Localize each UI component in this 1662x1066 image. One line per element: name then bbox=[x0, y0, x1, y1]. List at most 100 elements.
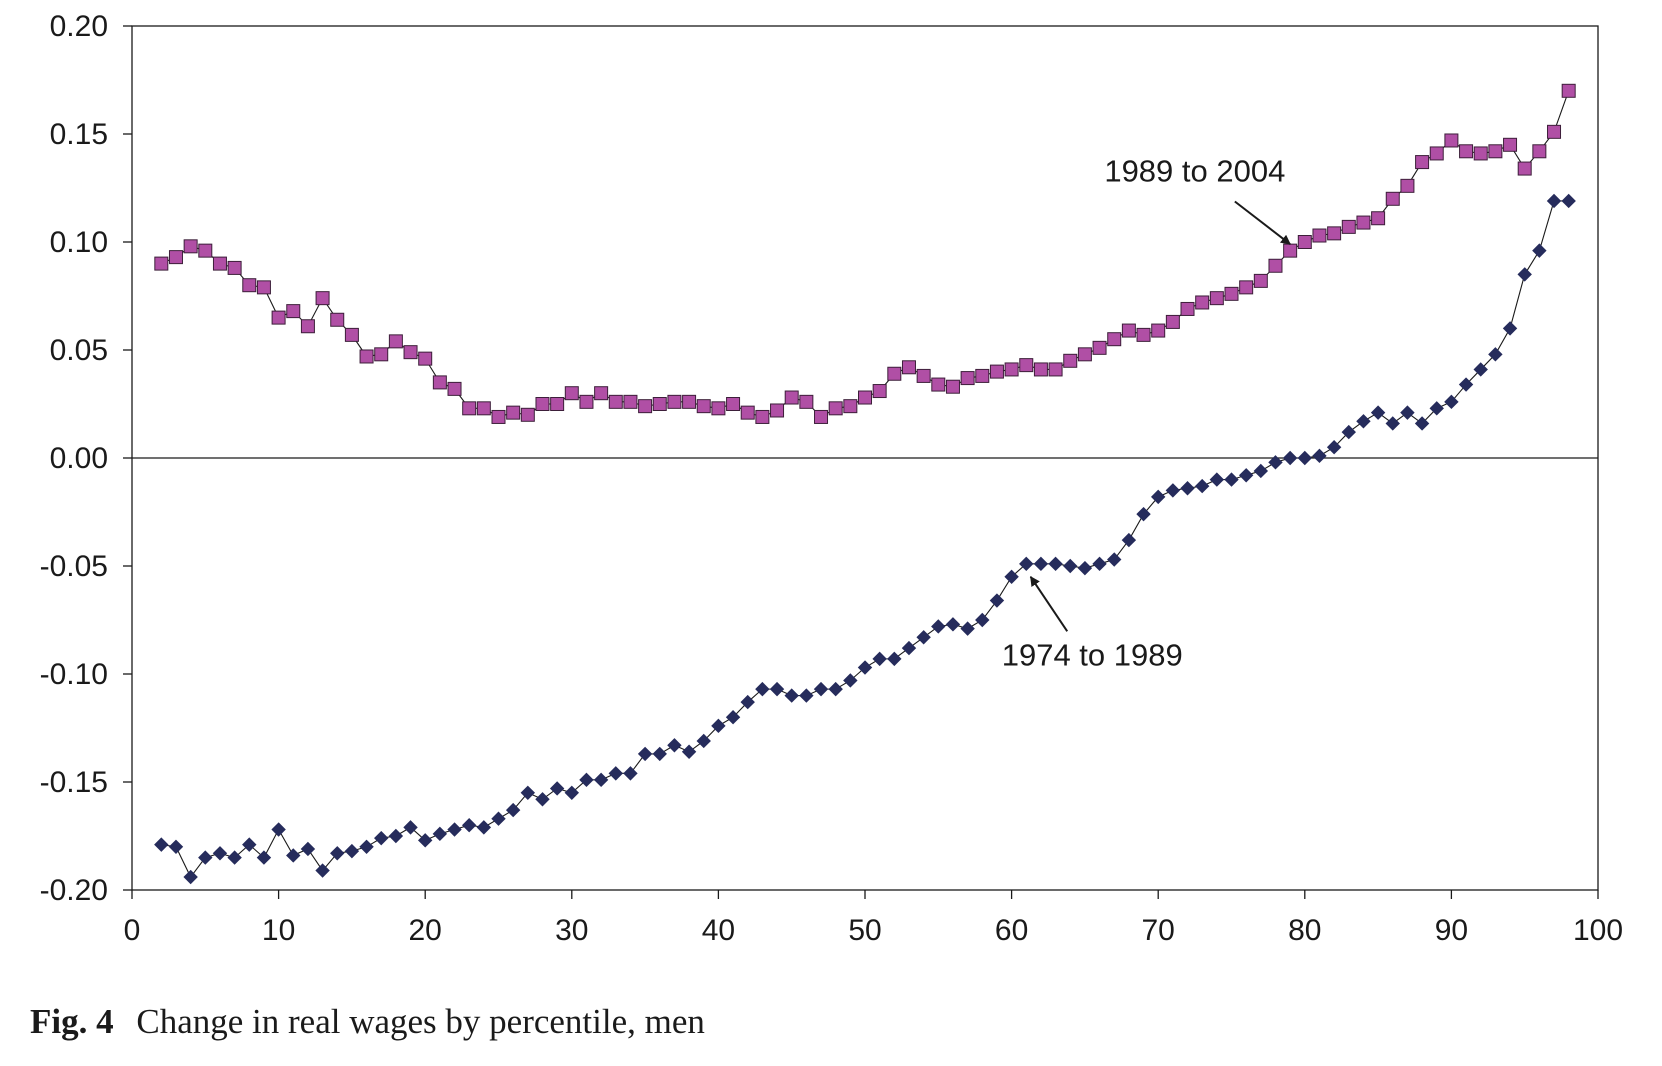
data-point-square bbox=[652, 397, 667, 411]
data-point-square bbox=[1356, 215, 1371, 230]
data-point-diamond bbox=[1429, 401, 1444, 416]
data-point-square bbox=[1033, 362, 1048, 377]
data-point-square bbox=[1224, 286, 1239, 301]
series-layer bbox=[154, 83, 1576, 885]
data-point-square bbox=[183, 239, 198, 254]
data-point-diamond bbox=[887, 651, 902, 667]
y-tick-label: 0.10 bbox=[50, 226, 108, 259]
data-point-diamond bbox=[1121, 532, 1137, 548]
data-point-diamond bbox=[403, 820, 418, 835]
data-point-diamond bbox=[1297, 450, 1313, 466]
data-point-square bbox=[256, 280, 271, 295]
data-point-diamond bbox=[154, 837, 169, 852]
data-point-square bbox=[916, 368, 931, 383]
data-point-diamond bbox=[1532, 243, 1547, 258]
data-point-diamond bbox=[417, 833, 433, 848]
x-tick-label: 40 bbox=[702, 914, 735, 947]
data-point-diamond bbox=[608, 766, 623, 781]
data-point-square bbox=[814, 409, 829, 424]
data-point-square bbox=[1283, 243, 1298, 258]
data-point-square bbox=[1209, 291, 1224, 306]
data-point-diamond bbox=[1502, 321, 1518, 336]
y-tick-label: -0.15 bbox=[40, 766, 108, 799]
data-point-square bbox=[1121, 323, 1136, 338]
data-point-diamond bbox=[579, 772, 594, 788]
data-point-diamond bbox=[242, 837, 257, 852]
x-tick-label: 100 bbox=[1573, 914, 1623, 947]
y-tick-label: 0.15 bbox=[50, 118, 108, 151]
annotation-arrow bbox=[1029, 575, 1069, 632]
x-axis: 0 10 20 30 40 50 60 70 80 90 100 bbox=[124, 890, 1623, 947]
data-point-square bbox=[960, 371, 975, 386]
data-point-diamond bbox=[1136, 506, 1151, 522]
data-point-diamond bbox=[1385, 416, 1400, 431]
data-point-diamond bbox=[1150, 489, 1166, 505]
data-point-diamond bbox=[1004, 569, 1019, 585]
figure-number: Fig. 4 bbox=[30, 1002, 114, 1041]
data-point-diamond bbox=[1107, 552, 1122, 567]
data-point-diamond bbox=[1517, 267, 1532, 282]
data-point-diamond bbox=[1268, 455, 1283, 470]
data-point-square bbox=[887, 366, 902, 381]
data-point-diamond bbox=[315, 863, 330, 878]
data-point-diamond bbox=[300, 841, 316, 857]
data-point-diamond bbox=[828, 681, 843, 697]
x-tick-label: 10 bbox=[262, 914, 295, 947]
data-point-square bbox=[1107, 332, 1122, 347]
figure-caption-text: Change in real wages by percentile, men bbox=[136, 1002, 705, 1041]
data-point-diamond bbox=[388, 828, 404, 844]
data-point-diamond bbox=[1546, 193, 1562, 209]
data-point-square bbox=[1429, 146, 1444, 161]
data-point-diamond bbox=[1209, 472, 1225, 487]
data-point-square bbox=[843, 399, 858, 414]
data-point-diamond bbox=[1356, 414, 1371, 429]
data-point-square bbox=[1488, 144, 1503, 159]
data-point-diamond bbox=[975, 612, 990, 628]
data-point-diamond bbox=[1092, 556, 1107, 572]
data-point-diamond bbox=[945, 617, 961, 632]
data-point-diamond bbox=[1048, 556, 1063, 572]
data-point-square bbox=[520, 407, 535, 422]
data-point-square bbox=[344, 327, 359, 342]
data-point-diamond bbox=[1341, 424, 1356, 440]
data-point-diamond bbox=[271, 822, 286, 837]
data-point-square bbox=[168, 250, 183, 265]
data-point-square bbox=[1092, 340, 1107, 355]
x-tick-label: 90 bbox=[1435, 914, 1468, 947]
data-point-square bbox=[931, 377, 946, 392]
data-point-square bbox=[608, 394, 623, 409]
data-point-square bbox=[872, 384, 887, 399]
data-point-diamond bbox=[740, 694, 755, 710]
x-tick-label: 80 bbox=[1288, 914, 1321, 947]
data-point-square bbox=[491, 409, 506, 424]
data-point-diamond bbox=[535, 792, 550, 807]
data-point-square bbox=[388, 334, 403, 349]
data-point-diamond bbox=[344, 843, 360, 859]
data-point-square bbox=[1063, 353, 1078, 368]
data-point-square bbox=[462, 401, 477, 416]
data-point-square bbox=[1297, 235, 1312, 249]
data-point-diamond bbox=[1444, 394, 1459, 410]
data-point-diamond bbox=[330, 846, 345, 861]
wage-change-chart: 0.20 0.15 0.10 0.05 0.00 -0.05 -0.10 -0.15 -0.20… bbox=[40, 10, 1623, 947]
data-point-diamond bbox=[491, 811, 506, 826]
y-tick-label: -0.20 bbox=[40, 874, 108, 907]
data-point-square bbox=[1253, 273, 1268, 288]
data-point-diamond bbox=[168, 839, 184, 855]
data-point-square bbox=[1019, 358, 1034, 373]
x-tick-label: 0 bbox=[124, 914, 141, 947]
annotation-label: 1989 to 2004 bbox=[1104, 154, 1285, 189]
data-point-diamond bbox=[564, 785, 580, 801]
data-point-diamond bbox=[843, 673, 858, 688]
data-point-square bbox=[594, 386, 609, 401]
data-point-square bbox=[1004, 362, 1019, 377]
data-point-diamond bbox=[652, 746, 667, 762]
data-point-diamond bbox=[1019, 556, 1034, 572]
data-point-square bbox=[1385, 191, 1400, 206]
data-point-diamond bbox=[1282, 450, 1298, 466]
data-point-diamond bbox=[813, 681, 829, 697]
data-point-square bbox=[1195, 295, 1210, 310]
data-point-square bbox=[476, 401, 491, 416]
data-point-diamond bbox=[960, 621, 975, 636]
data-point-diamond bbox=[1488, 347, 1503, 362]
